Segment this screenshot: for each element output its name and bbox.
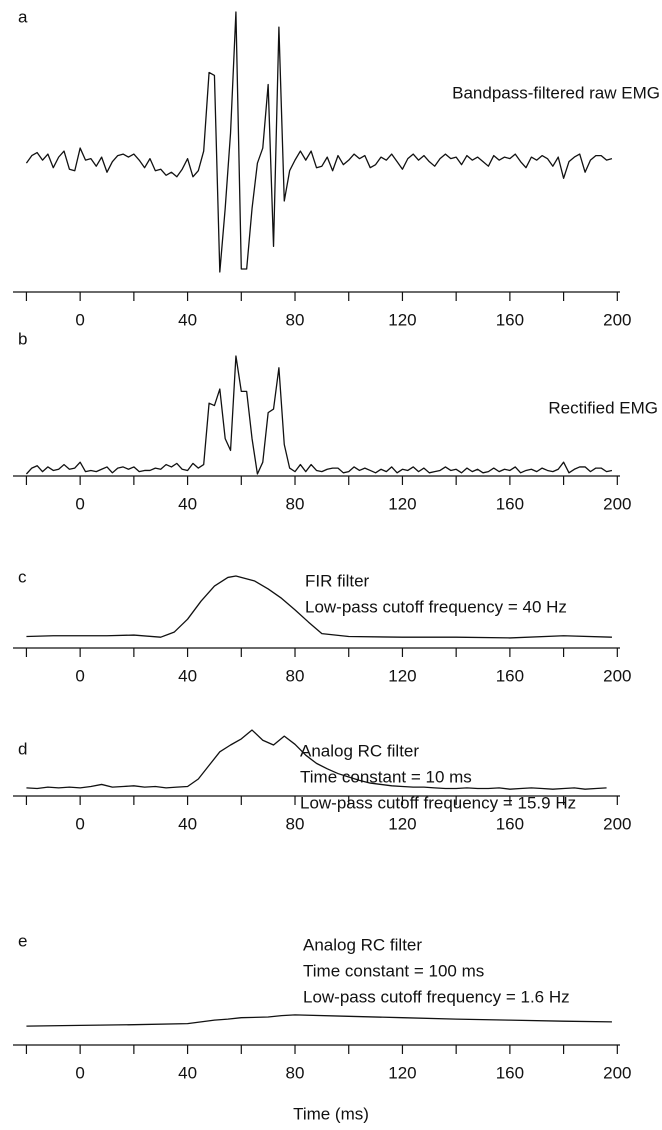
x-tick-label: 200 (603, 1063, 631, 1082)
annotation: Time constant = 100 ms (303, 961, 484, 980)
x-tick-label: 160 (496, 494, 524, 513)
x-tick-label: 80 (286, 310, 305, 329)
x-tick-label: 160 (496, 814, 524, 833)
x-tick-label: 160 (496, 666, 524, 685)
x-tick-label: 160 (496, 310, 524, 329)
x-axis-title: Time (ms) (293, 1104, 369, 1123)
x-tick-label: 40 (178, 494, 197, 513)
x-tick-label: 0 (75, 814, 84, 833)
x-tick-label: 40 (178, 310, 197, 329)
annotation: Low-pass cutoff frequency = 40 Hz (305, 597, 567, 616)
x-tick-label: 40 (178, 666, 197, 685)
x-tick-label: 40 (178, 814, 197, 833)
x-tick-label: 80 (286, 1063, 305, 1082)
annotation: Low-pass cutoff frequency = 1.6 Hz (303, 987, 570, 1006)
x-tick-label: 0 (75, 1063, 84, 1082)
trace (25, 355, 613, 475)
x-tick-label: 80 (286, 814, 305, 833)
trace (26, 575, 612, 639)
panel-label: d (18, 739, 27, 758)
trace (25, 11, 613, 273)
annotation: Bandpass-filtered raw EMG (452, 83, 660, 102)
x-tick-label: 80 (286, 666, 305, 685)
trace (26, 729, 607, 790)
x-tick-label: 80 (286, 494, 305, 513)
x-tick-label: 0 (75, 310, 84, 329)
trace (26, 1014, 612, 1027)
annotation: Low-pass cutoff frequency = 15.9 Hz (300, 793, 576, 812)
panel-label: e (18, 931, 27, 950)
panel-label: a (18, 7, 28, 26)
panel-label: c (18, 567, 27, 586)
x-tick-label: 120 (388, 666, 416, 685)
annotation: Rectified EMG (548, 398, 658, 417)
x-tick-label: 120 (388, 310, 416, 329)
x-tick-label: 200 (603, 494, 631, 513)
annotation: Time constant = 10 ms (300, 767, 472, 786)
x-tick-label: 200 (603, 310, 631, 329)
x-tick-label: 200 (603, 666, 631, 685)
panel-label: b (18, 329, 27, 348)
annotation: FIR filter (305, 571, 370, 590)
x-tick-label: 40 (178, 1063, 197, 1082)
x-tick-label: 120 (388, 1063, 416, 1082)
x-tick-label: 160 (496, 1063, 524, 1082)
annotation: Analog RC filter (300, 741, 419, 760)
x-tick-label: 200 (603, 814, 631, 833)
annotation: Analog RC filter (303, 935, 422, 954)
x-tick-label: 0 (75, 666, 84, 685)
x-tick-label: 0 (75, 494, 84, 513)
x-tick-label: 120 (388, 494, 416, 513)
x-tick-label: 120 (388, 814, 416, 833)
